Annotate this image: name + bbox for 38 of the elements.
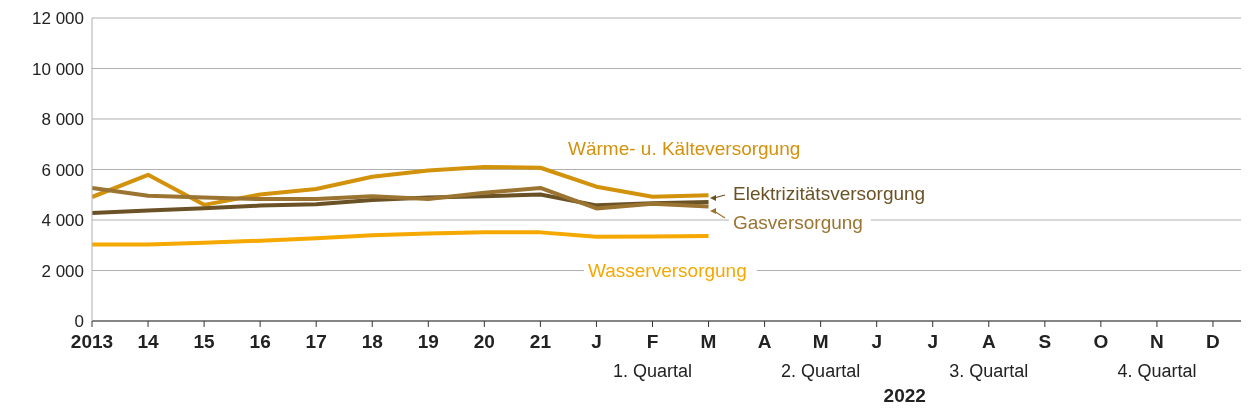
x-tick-label: J xyxy=(591,331,602,353)
text: 2022 xyxy=(883,385,926,406)
x-tick-label: M xyxy=(700,331,717,353)
y-tick-label: 2 000 xyxy=(41,261,84,281)
y-tick-label: 12 000 xyxy=(32,9,84,29)
x-tick-label: A xyxy=(757,331,772,353)
series-label: Wärme- u. Kälteversorgung xyxy=(568,138,801,159)
x-tick-label: F xyxy=(646,331,659,353)
x-tick-label: 20 xyxy=(473,331,495,353)
x-tick-label: 15 xyxy=(193,331,216,353)
series-label: Wasserversorgung xyxy=(588,260,747,281)
legend-label: Elektrizitätsversorgung xyxy=(733,183,926,204)
text: 2. Quartal xyxy=(781,361,861,381)
x-tick-label: J xyxy=(927,331,939,353)
y-tick-label: 4 000 xyxy=(41,211,84,231)
x-tick-label: 16 xyxy=(249,331,271,353)
legend-label: Gasversorgung xyxy=(733,212,863,233)
x-tick-label: 14 xyxy=(137,331,160,353)
x-tick-label: 19 xyxy=(417,331,439,353)
x-tick-label: M xyxy=(812,331,829,353)
y-tick-label: 6 000 xyxy=(41,160,84,180)
text: 3. Quartal xyxy=(949,361,1029,381)
y-tick-label: 8 000 xyxy=(41,110,84,130)
line-series xyxy=(92,230,711,247)
x-tick-label: J xyxy=(871,331,882,353)
x-tick-label: N xyxy=(1150,331,1164,353)
x-tick-label: 21 xyxy=(529,331,552,353)
y-tick-label: 10 000 xyxy=(32,59,84,79)
text: 1. Quartal xyxy=(612,361,693,381)
x-tick-label: D xyxy=(1206,331,1220,353)
x-tick-label: A xyxy=(981,331,996,353)
x-tick-label: 2013 xyxy=(70,331,114,353)
x-tick-label: O xyxy=(1093,331,1109,353)
text: 4. Quartal xyxy=(1117,361,1197,381)
y-tick-label: 0 xyxy=(74,312,84,332)
x-tick-label: S xyxy=(1038,331,1052,353)
x-tick-label: 18 xyxy=(361,331,383,353)
x-tick-label: 17 xyxy=(305,331,327,353)
